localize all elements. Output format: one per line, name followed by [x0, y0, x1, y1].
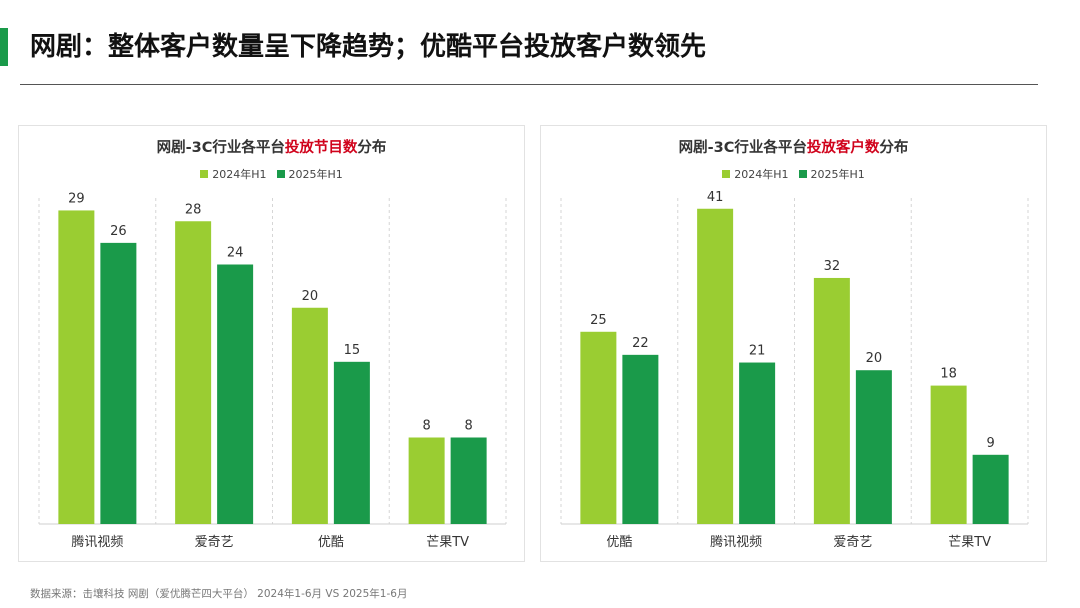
category-label: 腾讯视频: [71, 534, 123, 550]
source-note: 数据来源：击壤科技 网剧（爱优腾芒四大平台） 2024年1-6月 VS 2025…: [30, 588, 408, 600]
data-label: 29: [68, 191, 85, 206]
category-label: 优酷: [318, 535, 344, 550]
bar: [622, 354, 659, 524]
bar: [739, 362, 776, 524]
data-label: 21: [749, 344, 766, 359]
legend-label: 2024年H1: [734, 168, 789, 181]
bar-chart-clients: 25 22 优酷 41 21 腾讯视频 32 20 爱奇艺 18 9 芒果TV: [560, 190, 1029, 550]
bar: [291, 307, 328, 524]
data-label: 32: [824, 259, 841, 274]
data-label: 15: [344, 343, 361, 358]
bar: [580, 331, 617, 524]
bar: [58, 210, 95, 524]
chart-title-suffix: 分布: [357, 140, 387, 156]
bar: [930, 385, 967, 524]
chart-panel-clients: 网剧-3C行业各平台投放客户数分布 2024年H1 2025年H1 25 22 优酷 4…: [540, 125, 1047, 562]
chart-title-highlight: 投放客户数: [806, 140, 880, 156]
legend-item: 2024年H1: [200, 166, 267, 182]
chart-title-prefix: 网剧-3C行业各平台: [156, 140, 285, 156]
bar: [408, 437, 445, 524]
data-label: 8: [422, 419, 430, 434]
category-label: 爱奇艺: [195, 534, 234, 550]
chart-title-highlight: 投放节目数: [284, 140, 358, 156]
chart-panel-programs: 网剧-3C行业各平台投放节目数分布 2024年H1 2025年H1 29 26 腾讯视…: [18, 125, 525, 562]
legend-item: 2025年H1: [798, 166, 865, 182]
category-label: 爱奇艺: [833, 534, 872, 550]
bar: [333, 361, 370, 524]
category-label: 芒果TV: [948, 534, 991, 550]
data-label: 20: [866, 351, 883, 366]
chart-legend: 2024年H1 2025年H1: [19, 166, 524, 182]
bar: [175, 221, 212, 524]
data-label: 22: [632, 336, 649, 351]
page-title: 网剧：整体客户数量呈下降趋势；优酷平台投放客户数领先: [30, 32, 707, 62]
legend-label: 2025年H1: [810, 168, 865, 181]
chart-title-prefix: 网剧-3C行业各平台: [678, 140, 807, 156]
data-label: 25: [590, 313, 607, 328]
title-divider: [20, 84, 1038, 85]
chart-title: 网剧-3C行业各平台投放节目数分布: [19, 136, 524, 157]
category-label: 腾讯视频: [710, 534, 762, 550]
bar: [855, 370, 892, 524]
legend-swatch: [276, 170, 285, 178]
chart-legend: 2024年H1 2025年H1: [541, 166, 1046, 182]
title-accent-bar: [0, 28, 8, 66]
legend-swatch: [798, 170, 807, 178]
data-label: 9: [986, 436, 994, 451]
legend-swatch: [200, 170, 209, 178]
data-label: 8: [464, 419, 472, 434]
bar: [813, 277, 850, 524]
legend-item: 2025年H1: [276, 166, 343, 182]
chart-title: 网剧-3C行业各平台投放客户数分布: [541, 136, 1046, 157]
category-label: 优酷: [606, 535, 632, 550]
category-label: 芒果TV: [426, 534, 469, 550]
bar: [100, 242, 137, 524]
bar-chart-programs: 29 26 腾讯视频 28 24 爱奇艺 20 15 优酷 8 8 芒果TV: [38, 191, 507, 550]
bar: [450, 437, 487, 524]
legend-label: 2025年H1: [288, 168, 343, 181]
bar: [217, 264, 254, 524]
data-label: 18: [940, 367, 957, 382]
data-label: 26: [110, 224, 127, 239]
data-label: 28: [185, 202, 202, 217]
chart-title-suffix: 分布: [879, 140, 909, 156]
legend-label: 2024年H1: [212, 168, 267, 181]
legend-item: 2024年H1: [722, 166, 789, 182]
bar: [697, 208, 734, 524]
bar: [972, 454, 1009, 524]
data-label: 41: [707, 190, 724, 205]
data-label: 20: [302, 289, 319, 304]
legend-swatch: [722, 170, 731, 178]
data-label: 24: [227, 246, 244, 261]
